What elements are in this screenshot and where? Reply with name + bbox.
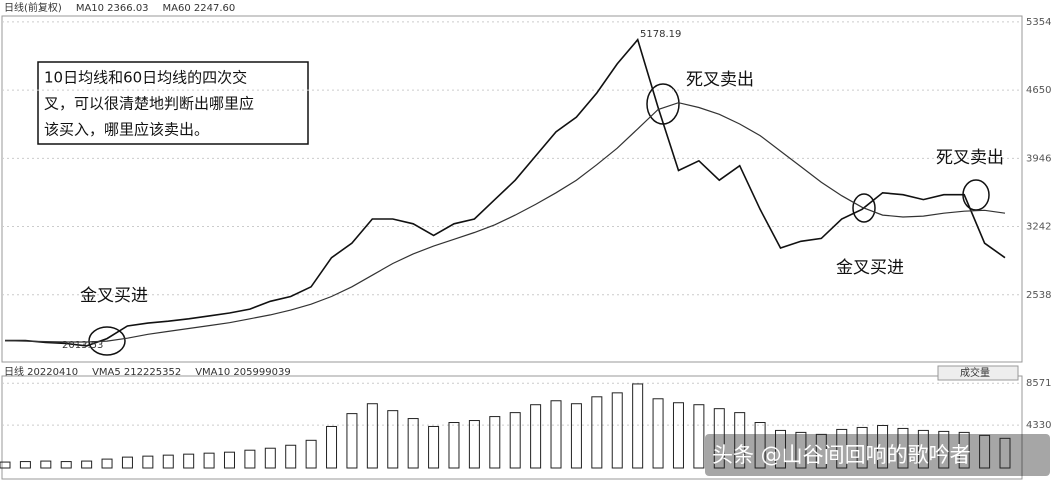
panel-header: MA10 2366.03 — [76, 3, 149, 14]
volume-frame — [1, 375, 1023, 480]
volume-bar — [346, 413, 358, 469]
panel-header: VMA5 212225352 — [92, 367, 181, 378]
panel-header: 日线 20220410 — [4, 365, 78, 378]
price-frame — [1, 15, 1023, 363]
volume-bar — [366, 403, 378, 469]
volume-bar — [244, 449, 256, 469]
volume-bar — [264, 447, 276, 469]
volume-bar — [836, 428, 848, 469]
price-line — [4, 102, 1006, 343]
y-tick-label: 3242 — [1026, 222, 1051, 233]
price-line — [5, 38, 1006, 347]
y-tick-label: 8571 — [1026, 378, 1051, 389]
volume-bar — [407, 418, 419, 469]
volume-bar — [305, 439, 317, 469]
volume-bar — [326, 425, 338, 469]
volume-bar — [979, 434, 991, 469]
volume-bar — [815, 433, 827, 469]
annotation: 2013.53 — [62, 340, 103, 351]
annotation: 5178.19 — [640, 29, 681, 40]
volume-bar — [203, 452, 215, 469]
volume-bar — [754, 422, 766, 469]
volume-bar — [101, 458, 113, 469]
volume-bar — [121, 456, 133, 469]
volume-bar — [448, 422, 460, 469]
volume-bar — [938, 430, 950, 469]
volume-bar — [285, 444, 297, 469]
volume-bar — [591, 396, 603, 469]
y-tick-label: 4330 — [1026, 420, 1051, 431]
volume-bar — [795, 431, 807, 469]
volume-bar — [223, 451, 235, 469]
annotation: 10日均线和60日均线的四次交 — [44, 69, 247, 87]
volume-bar — [428, 425, 440, 469]
volume-bar — [693, 404, 705, 469]
volume-bar — [958, 431, 970, 469]
cross-circle — [852, 193, 876, 223]
volume-bar — [489, 416, 501, 469]
annotation: 叉，可以很清楚地判断出哪里应 — [44, 95, 254, 113]
volume-bar — [632, 383, 644, 469]
volume-bar — [877, 424, 889, 469]
volume-bar — [81, 460, 93, 469]
volume-bar — [19, 461, 31, 469]
cross-circle — [88, 326, 126, 356]
volume-bar — [162, 454, 174, 469]
volume-bar — [60, 461, 72, 469]
volume-bar — [0, 461, 11, 469]
volume-bar — [917, 429, 929, 469]
selector[interactable] — [937, 365, 1019, 381]
annotation: 死叉卖出 — [686, 70, 754, 90]
y-tick-label: 3946 — [1026, 153, 1051, 164]
y-tick-label: 4650 — [1026, 85, 1051, 96]
volume-bar — [468, 420, 480, 469]
volume-bar — [897, 427, 909, 469]
annotation: 该买入，哪里应该卖出。 — [44, 121, 209, 139]
volume-bar — [387, 410, 399, 469]
volume-bar — [856, 426, 868, 469]
annotation: 死叉卖出 — [936, 148, 1004, 168]
volume-bar — [999, 437, 1011, 469]
volume-bar — [183, 453, 195, 469]
volume-bar — [530, 404, 542, 469]
annotation: 金叉买进 — [836, 258, 904, 278]
volume-bar — [611, 392, 623, 469]
y-tick-label: 5354 — [1026, 17, 1051, 28]
watermark: 头条 @山谷间回响的歌吟者 — [712, 443, 971, 467]
panel-header: MA60 2247.60 — [163, 3, 236, 14]
panel-header: 日线(前复权) — [4, 1, 62, 14]
volume-bar — [734, 412, 746, 469]
panel-header: VMA10 205999039 — [195, 367, 290, 378]
volume-bar — [550, 400, 562, 469]
volume-bar — [40, 460, 52, 469]
volume-bar — [142, 455, 154, 469]
selector-label: 成交量 — [960, 366, 990, 379]
volume-bar — [672, 402, 684, 469]
y-tick-label: 2538 — [1026, 290, 1051, 301]
volume-bar — [775, 429, 787, 469]
volume-bar — [713, 408, 725, 469]
volume-bar — [570, 403, 582, 469]
note-box — [37, 61, 309, 145]
volume-bar — [652, 398, 664, 469]
annotation: 金叉买进 — [80, 286, 148, 306]
volume-bar — [509, 412, 521, 469]
